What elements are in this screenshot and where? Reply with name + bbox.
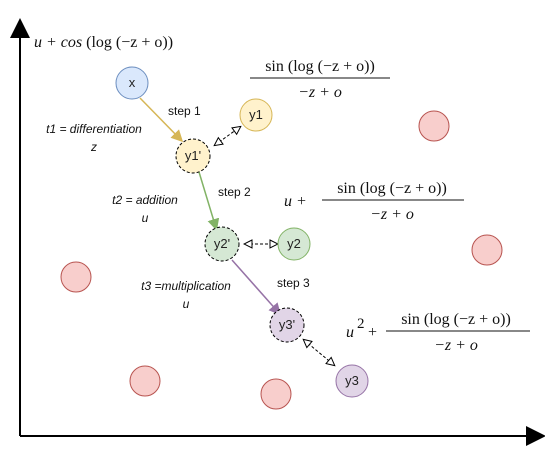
svg-text:−z + o: −z + o — [434, 337, 478, 354]
node-y2-prime: y2' — [204, 226, 240, 262]
t3-label: t3 =multiplication — [141, 279, 231, 293]
red-circle — [260, 378, 292, 410]
red-circle — [60, 261, 92, 293]
t2-variable: u — [142, 211, 149, 225]
red-circle — [471, 234, 503, 266]
node-y1-prime: y1' — [175, 138, 211, 174]
svg-text:u: u — [346, 324, 354, 341]
expr-y3: u 2 + sin (log (−z + o)) −z + o — [346, 311, 530, 354]
svg-text:y1': y1' — [185, 148, 201, 163]
t3-variable: u — [183, 297, 190, 311]
step2-label: step 2 — [218, 185, 251, 199]
svg-text:2: 2 — [357, 316, 365, 332]
svg-text:y3: y3 — [345, 373, 359, 388]
red-circle — [418, 110, 450, 142]
t1-variable: z — [90, 140, 97, 154]
step1-label: step 1 — [168, 104, 201, 118]
node-y1: y1 — [239, 98, 273, 132]
svg-text:y2': y2' — [214, 236, 230, 251]
t2-label: t2 = addition — [112, 193, 178, 207]
svg-text:+: + — [368, 324, 377, 341]
svg-text:y2: y2 — [287, 236, 301, 251]
step2-arrow — [198, 171, 220, 231]
svg-text:−z + o: −z + o — [370, 206, 414, 223]
svg-text:u +: u + — [284, 193, 307, 210]
svg-text:u + cos (log (−z + o)): u + cos (log (−z + o)) — [34, 34, 173, 51]
svg-text:sin (log (−z + o)): sin (log (−z + o)) — [265, 58, 375, 75]
svg-text:y1: y1 — [249, 107, 263, 122]
t1-label: t1 = differentiation — [46, 122, 142, 136]
y3-link-arrow — [304, 340, 334, 365]
svg-text:sin (log (−z + o)): sin (log (−z + o)) — [337, 180, 447, 197]
node-y3: y3 — [335, 364, 369, 398]
node-y2: y2 — [277, 227, 311, 261]
svg-text:x: x — [129, 75, 136, 90]
node-y3-prime: y3' — [269, 307, 305, 343]
expr-top-left: u + cos (log (−z + o)) — [34, 34, 173, 51]
step3-label: step 3 — [277, 276, 310, 290]
expr-y2: u + sin (log (−z + o)) −z + o — [284, 180, 464, 223]
svg-text:−z + o: −z + o — [298, 84, 342, 101]
expr-y1: sin (log (−z + o)) −z + o — [250, 58, 390, 101]
node-x: x — [115, 66, 149, 100]
red-circle — [129, 365, 161, 397]
svg-text:sin (log (−z + o)): sin (log (−z + o)) — [401, 311, 511, 328]
y1-link-arrow — [215, 127, 240, 145]
svg-text:y3': y3' — [279, 317, 295, 332]
step3-arrow — [231, 259, 281, 316]
step1-arrow — [139, 97, 184, 143]
